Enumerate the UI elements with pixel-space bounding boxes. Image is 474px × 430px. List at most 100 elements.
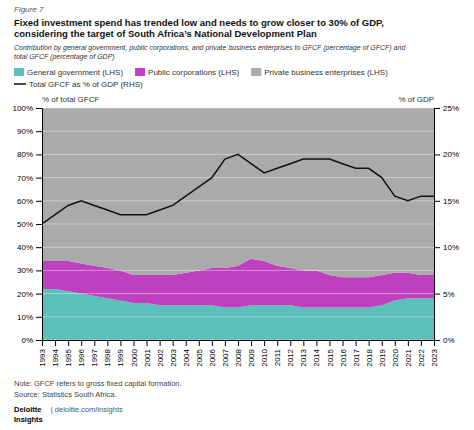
tick: 10%	[17, 313, 42, 322]
tick: 10%	[434, 243, 459, 252]
branding-link: | deloitte.com/insights	[51, 405, 123, 414]
tick-mark	[408, 340, 409, 346]
tick-label: 1996	[77, 348, 86, 366]
tick-label: 20%	[17, 290, 33, 299]
tick-mark	[251, 340, 252, 346]
tick: 2018	[365, 340, 374, 367]
tick: 2023	[430, 340, 439, 367]
y2-axis: 0%5%10%15%20%25%	[434, 104, 459, 345]
plot-marks	[42, 108, 434, 340]
x-axis: 1993199419951996199719981999200020012002…	[38, 340, 439, 367]
tick: 70%	[17, 174, 42, 183]
tick-mark	[356, 340, 357, 346]
tick-label: 1998	[103, 348, 112, 366]
grid-line	[42, 340, 434, 341]
legend-item: General government (LHS)	[14, 68, 123, 77]
tick-label: 2016	[339, 348, 348, 366]
tick: 1996	[77, 340, 86, 367]
tick-mark	[36, 317, 42, 318]
legend-label: Total GFCF as % of GDP (RHS)	[29, 80, 143, 89]
tick: 2014	[312, 340, 321, 367]
tick-label: 2008	[234, 348, 243, 366]
tick-label: 2023	[430, 348, 439, 366]
tick: 5%	[434, 290, 455, 299]
tick-mark	[316, 340, 317, 346]
tick-mark	[36, 270, 42, 271]
tick: 2009	[247, 340, 256, 367]
tick-label: 5%	[443, 290, 455, 299]
tick-label: 80%	[17, 150, 33, 159]
tick-mark	[434, 340, 440, 341]
tick-mark	[434, 247, 440, 248]
tick-label: 2006	[208, 348, 217, 366]
tick-label: 100%	[13, 104, 33, 113]
grid-line	[42, 247, 434, 248]
tick: 2006	[208, 340, 217, 367]
tick-mark	[343, 340, 344, 346]
tick: 2008	[234, 340, 243, 367]
tick-label: 1994	[51, 348, 60, 366]
tick-mark	[120, 340, 121, 346]
subtitle: Contribution by general government, publ…	[14, 44, 406, 52]
tick-mark	[173, 340, 174, 346]
tick-label: 2007	[221, 348, 230, 366]
tick-mark	[225, 340, 226, 346]
tick-label: 2003	[169, 348, 178, 366]
tick-label: 10%	[17, 313, 33, 322]
tick-label: 2009	[247, 348, 256, 366]
tick: 25%	[434, 104, 459, 113]
tick: 2010	[260, 340, 269, 367]
tick-mark	[382, 340, 383, 346]
grid-line	[42, 108, 434, 109]
tick: 15%	[434, 197, 459, 206]
tick-label: 50%	[17, 220, 33, 229]
grid-line	[42, 224, 434, 225]
tick-label: 25%	[443, 104, 459, 113]
tick-mark	[107, 340, 108, 346]
tick-label: 15%	[443, 197, 459, 206]
legend-item: Total GFCF as % of GDP (RHS)	[14, 80, 143, 89]
tick: 100%	[13, 104, 42, 113]
tick-label: 1995	[64, 348, 73, 366]
tick-label: 90%	[17, 127, 33, 136]
grid-line	[42, 270, 434, 271]
tick: 80%	[17, 150, 42, 159]
tick-mark	[212, 340, 213, 346]
chart: Figure 7Fixed investment spend has trend…	[0, 0, 474, 430]
tick-mark	[277, 340, 278, 346]
tick-mark	[36, 247, 42, 248]
tick-label: 2004	[182, 348, 191, 366]
legend: General government (LHS)Public corporati…	[14, 68, 388, 89]
tick: 20%	[17, 290, 42, 299]
tick-label: 2002	[156, 348, 165, 366]
tick: 2022	[417, 340, 426, 367]
tick: 2015	[326, 340, 335, 367]
y2-axis-line	[435, 109, 441, 341]
tick: 60%	[17, 197, 42, 206]
tick: 20%	[434, 150, 459, 159]
tick: 1999	[116, 340, 125, 367]
y-axis-line	[36, 109, 43, 341]
tick: 40%	[17, 243, 42, 252]
tick: 2002	[156, 340, 165, 367]
tick: 2021	[404, 340, 413, 367]
tick-mark	[36, 224, 42, 225]
tick-mark	[303, 340, 304, 346]
tick-label: 0%	[21, 336, 33, 345]
tick-mark	[238, 340, 239, 346]
tick-mark	[36, 340, 42, 341]
tick-label: 2017	[352, 348, 361, 366]
tick-mark	[133, 340, 134, 346]
y-axis-title: % of total GFCF	[42, 95, 99, 104]
tick-label: 2019	[378, 348, 387, 366]
tick-mark	[186, 340, 187, 346]
subtitle: total GFCF (percentage of GDP)	[14, 53, 115, 61]
tick-mark	[68, 340, 69, 346]
tick-label: 2013	[299, 348, 308, 366]
tick-label: 40%	[17, 243, 33, 252]
tick-mark	[329, 340, 330, 346]
tick-mark	[264, 340, 265, 346]
tick: 50%	[17, 220, 42, 229]
tick: 30%	[17, 266, 42, 275]
tick-label: 2012	[286, 348, 295, 366]
